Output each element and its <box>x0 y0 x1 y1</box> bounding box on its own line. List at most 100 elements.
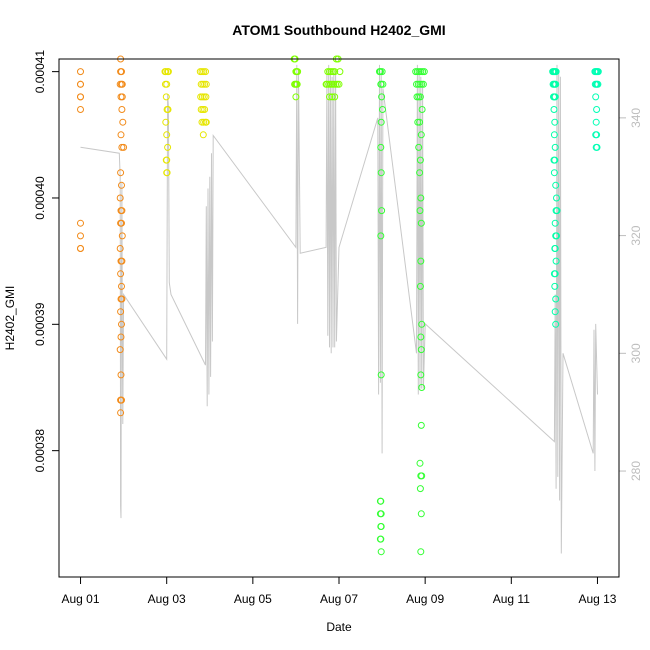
data-point <box>418 384 426 391</box>
y2-tick-label: 280 <box>629 461 643 481</box>
x-tick-label: Aug 07 <box>320 592 358 606</box>
data-point <box>551 282 559 290</box>
y-tick-label: 0.00040 <box>33 176 47 220</box>
data-point <box>550 169 558 177</box>
data-point <box>594 80 602 88</box>
data-point <box>202 68 209 76</box>
x-tick-label: Aug 01 <box>62 592 100 606</box>
data-point <box>118 320 125 328</box>
chart-title: ATOM1 Southbound H2402_GMI <box>232 22 445 38</box>
data-point <box>120 143 128 151</box>
data-point <box>294 68 302 76</box>
data-point <box>550 131 558 139</box>
data-point <box>202 118 209 126</box>
data-point <box>551 270 559 278</box>
data-point <box>118 181 125 189</box>
data-point <box>416 156 424 164</box>
data-point <box>592 93 600 101</box>
data-point <box>202 80 210 88</box>
data-point <box>77 106 84 113</box>
data-point <box>416 207 424 215</box>
y2-tick-label: 340 <box>629 108 643 128</box>
data-point <box>293 80 301 88</box>
data-point <box>550 106 558 113</box>
data-point <box>117 333 125 341</box>
x-tick-label: Aug 05 <box>234 592 272 606</box>
data-point <box>417 194 425 202</box>
data-point <box>417 257 425 265</box>
x-axis-label: Date <box>326 620 352 634</box>
data-point <box>377 371 385 379</box>
data-point <box>378 93 386 101</box>
y-tick-label: 0.00039 <box>33 302 47 346</box>
y-tick-label: 0.00041 <box>33 50 47 94</box>
data-point <box>117 308 125 316</box>
data-point <box>552 320 560 328</box>
series-aug-01 <box>77 68 84 252</box>
data-point <box>377 535 385 543</box>
data-point <box>378 207 386 215</box>
data-point <box>417 131 425 139</box>
data-point <box>164 106 172 113</box>
data-point <box>416 459 424 467</box>
data-point <box>202 93 210 101</box>
data-point <box>117 409 125 417</box>
data-point <box>117 93 125 101</box>
data-point <box>551 156 559 164</box>
data-point <box>377 497 385 505</box>
series-aug-13 <box>591 68 602 151</box>
data-point <box>420 68 428 76</box>
data-point <box>164 143 172 151</box>
data-point <box>326 93 333 101</box>
data-point <box>594 68 602 76</box>
data-point <box>161 80 169 88</box>
data-point <box>162 93 170 101</box>
data-point <box>379 106 386 113</box>
series-aug-12 <box>549 68 561 328</box>
data-point <box>551 143 559 151</box>
data-point <box>118 68 125 76</box>
data-point <box>552 68 560 76</box>
data-point <box>331 68 339 76</box>
data-point <box>552 80 560 88</box>
data-point <box>163 131 171 139</box>
data-point <box>77 232 84 240</box>
data-point <box>199 131 207 139</box>
data-point <box>117 169 125 177</box>
data-point <box>336 68 344 76</box>
data-point <box>551 118 559 126</box>
data-point <box>418 472 426 480</box>
data-point <box>118 106 126 113</box>
data-point <box>376 510 384 518</box>
data-point <box>379 80 387 88</box>
data-point <box>552 257 560 265</box>
data-point <box>118 396 125 404</box>
data-point <box>418 106 426 113</box>
series-aug-03 <box>161 68 172 177</box>
data-point <box>416 282 424 290</box>
data-point <box>551 219 559 227</box>
data-point <box>116 245 124 252</box>
data-point <box>331 93 339 101</box>
data-point <box>417 219 425 227</box>
data-point <box>417 346 425 354</box>
data-point <box>77 68 84 76</box>
series-aug-09 <box>412 68 428 556</box>
data-point <box>593 106 601 113</box>
data-point <box>118 219 125 227</box>
y-tick-label: 0.00038 <box>33 429 47 473</box>
data-point <box>377 523 385 530</box>
series-aug-04 <box>196 68 210 139</box>
data-point <box>419 80 427 88</box>
data-point <box>418 320 426 328</box>
data-point <box>553 232 560 240</box>
data-point <box>377 143 385 151</box>
data-point <box>417 510 425 518</box>
plot-frame <box>58 58 620 578</box>
data-point <box>118 232 126 240</box>
data-point <box>377 548 385 556</box>
data-point <box>377 232 385 240</box>
data-point <box>163 156 171 164</box>
data-point <box>552 295 560 303</box>
